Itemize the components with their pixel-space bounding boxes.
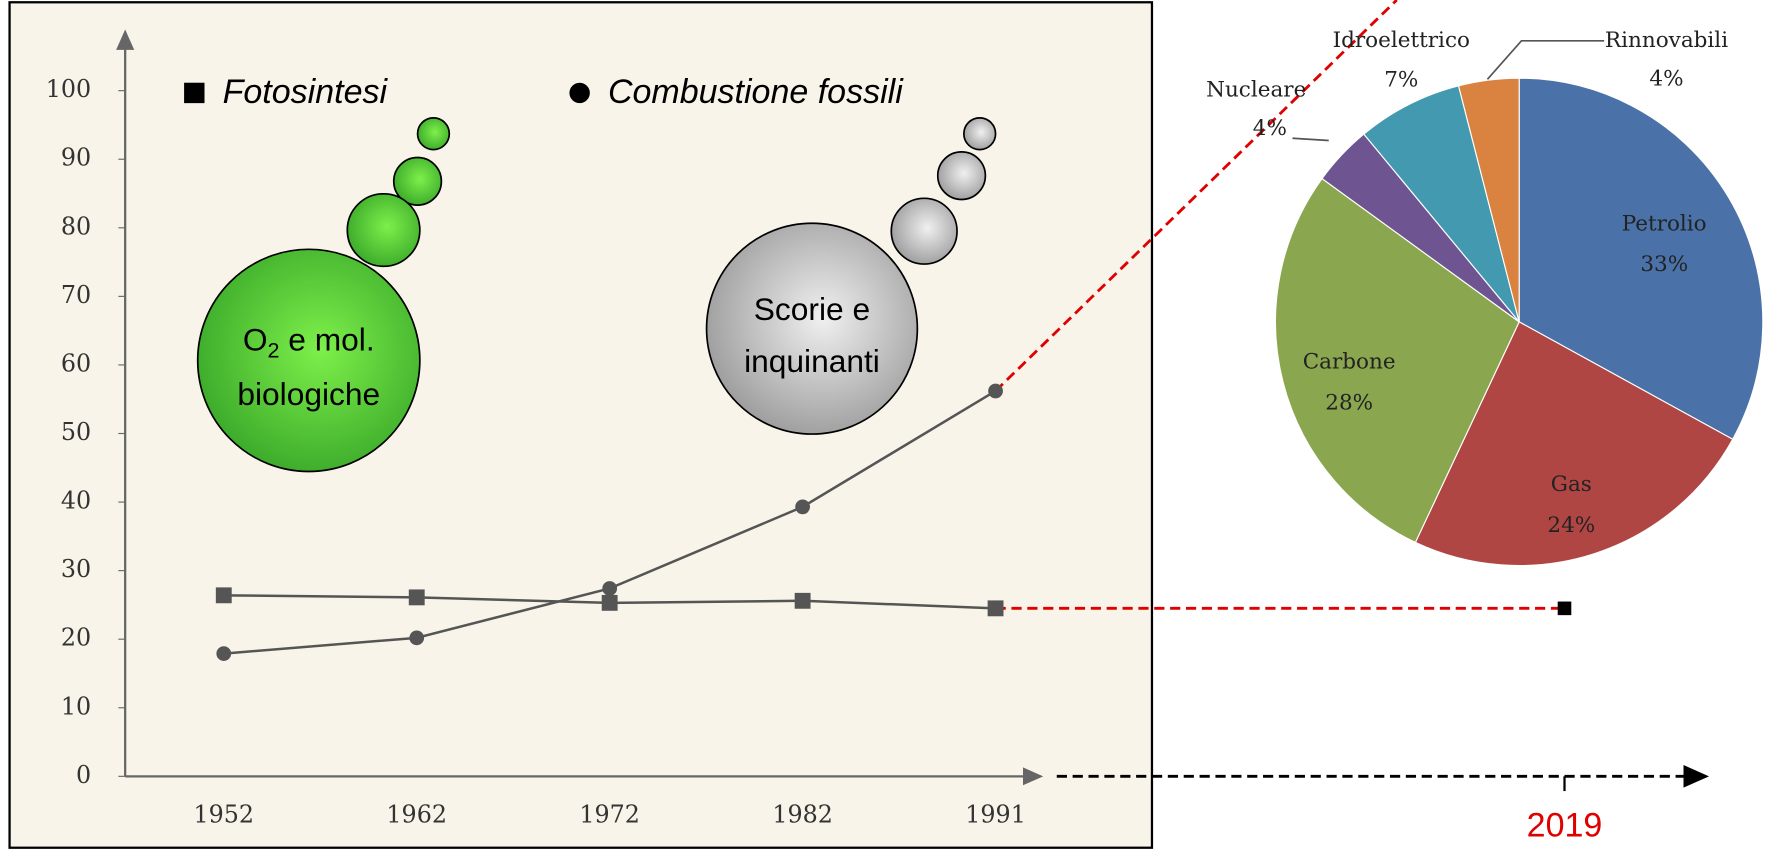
y-tick-label: 30: [61, 555, 91, 583]
slice-label: Nucleare: [1206, 78, 1306, 103]
slice-value-label: 33%: [1640, 252, 1688, 277]
y-tick-label: 50: [61, 418, 91, 446]
legend-marker: [569, 83, 589, 103]
point: [988, 600, 1004, 616]
point: [795, 499, 810, 514]
point: [795, 593, 811, 609]
point: [602, 595, 618, 611]
bubble: [964, 118, 996, 150]
slice-value-label: 28%: [1325, 390, 1373, 415]
y-tick-label: 0: [76, 761, 91, 789]
point: [409, 630, 424, 645]
y-tick-label: 10: [61, 692, 91, 720]
y-tick-label: 20: [61, 624, 91, 652]
y-tick-label: 60: [61, 349, 91, 377]
y-tick-label: 100: [46, 75, 91, 103]
slice-value-label: 7%: [1384, 67, 1418, 92]
point: [409, 589, 425, 605]
bubble: [938, 152, 986, 200]
slice-label: Rinnovabili: [1605, 28, 1728, 53]
y-tick-label: 80: [61, 212, 91, 240]
legend-marker: [184, 83, 204, 103]
bubble-text: 2: [268, 338, 280, 362]
x-tick-label: 1982: [772, 801, 833, 829]
point: [988, 384, 1003, 399]
bubble: [418, 118, 450, 150]
year-label: 2019: [1527, 806, 1603, 844]
point: [602, 581, 617, 596]
figure: 2019 0 10 20 30 40 50 60 70 80 90 100 1952 1962 1972 1…: [0, 0, 1769, 850]
bubble: [347, 194, 420, 267]
projection-marker: [1558, 602, 1572, 616]
x-tick-label: 1972: [579, 801, 640, 829]
bubble-text: O: [243, 322, 268, 358]
bubble-label: Scorie e: [754, 291, 870, 327]
slice-value-label: 4%: [1649, 66, 1683, 91]
x-tick-label: 1991: [965, 801, 1026, 829]
bubble-label: inquinanti: [744, 343, 880, 379]
y-tick-label: 70: [61, 281, 91, 309]
bubble: [891, 198, 957, 264]
y-tick-label: 90: [61, 144, 91, 172]
bubble: [198, 249, 420, 471]
slice-label: Idroelettrico: [1333, 28, 1470, 53]
legend-label: Combustione fossili: [608, 73, 904, 111]
bubble: [707, 223, 918, 434]
bubble-label: O2 e mol.: [243, 322, 375, 362]
x-tick-label: 1962: [386, 801, 447, 829]
slice-label: Gas: [1551, 472, 1592, 497]
point: [216, 587, 232, 603]
bubble-label: biologiche: [237, 376, 380, 412]
slice-value-label: 24%: [1547, 513, 1595, 538]
y-tick-label: 40: [61, 487, 91, 515]
slice-label: Carbone: [1303, 350, 1396, 375]
leader-line: [1293, 138, 1329, 140]
point: [216, 646, 231, 661]
legend-label: Fotosintesi: [223, 73, 389, 111]
x-tick-label: 1952: [193, 801, 254, 829]
slice-value-label: 4%: [1253, 116, 1287, 141]
bubble-text: e mol.: [279, 322, 374, 358]
slice-label: Petrolio: [1622, 211, 1707, 236]
leader-line: [1487, 41, 1604, 80]
